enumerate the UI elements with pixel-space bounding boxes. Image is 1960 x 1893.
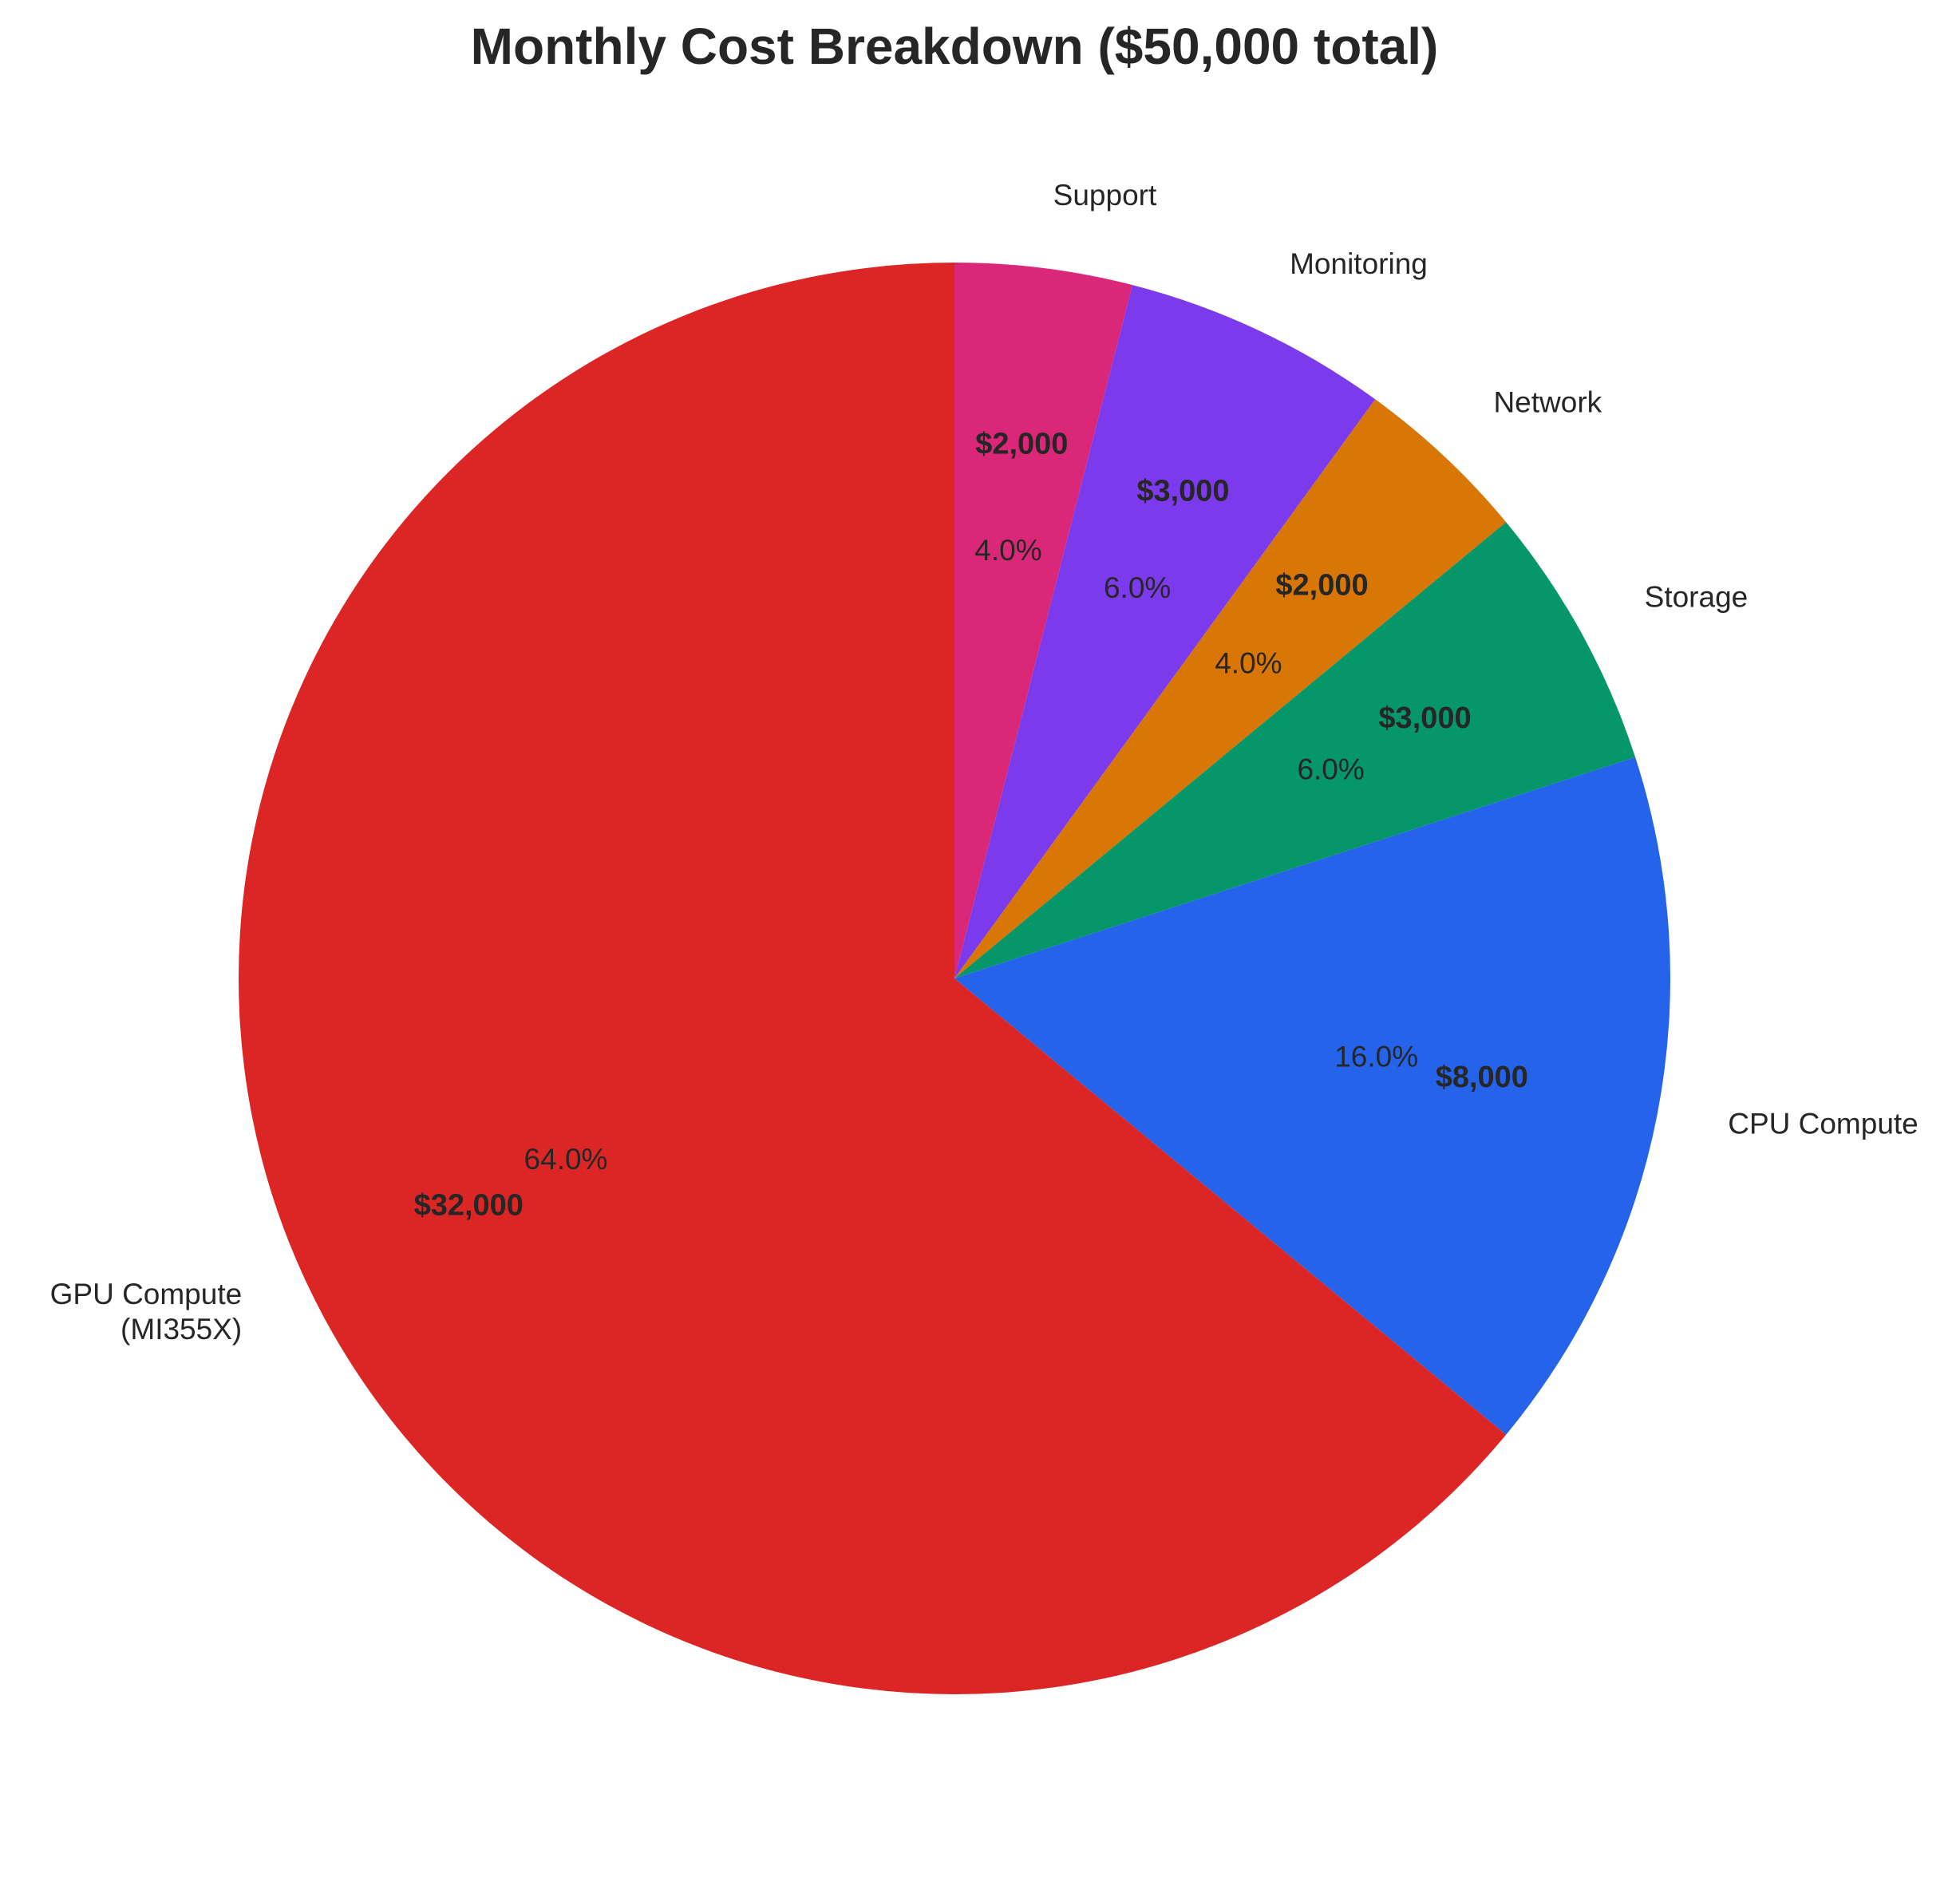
slice-amount-cpu-compute: $8,000 <box>1436 1061 1528 1094</box>
slice-amount-support: $2,000 <box>975 428 1068 461</box>
slice-label-line: GPU Compute <box>50 1278 243 1310</box>
chart-title: Monthly Cost Breakdown ($50,000 total) <box>471 18 1439 75</box>
slice-monitoring <box>954 285 1376 978</box>
slice-amount-monitoring: $3,000 <box>1136 474 1229 508</box>
slice-label-monitoring: Monitoring <box>1290 247 1428 280</box>
slice-label-storage: Storage <box>1645 580 1749 613</box>
slice-label-cpu-compute: CPU Compute <box>1728 1108 1919 1140</box>
slice-label-gpu-compute-mi355x: GPU Compute (MI355X) <box>50 1278 243 1346</box>
slice-label-line: Storage <box>1645 580 1749 613</box>
pie-slices <box>239 263 1671 1694</box>
slice-label-line: Support <box>1053 179 1157 211</box>
slice-percent-support: 4.0% <box>974 534 1041 567</box>
pie-labels: Support 4.0% $2,000 Monitoring 6.0% $3,000 Net… <box>50 179 1919 1346</box>
slice-amount-gpu-compute-mi355x: $32,000 <box>414 1188 524 1222</box>
slice-percent-monitoring: 6.0% <box>1104 571 1171 604</box>
slice-gpu-compute-mi355x <box>239 263 1507 1694</box>
slice-percent-storage: 6.0% <box>1297 753 1364 786</box>
slice-label-line: Network <box>1493 386 1602 419</box>
slice-label-network: Network <box>1493 386 1602 419</box>
slice-percent-cpu-compute: 16.0% <box>1334 1041 1418 1073</box>
slice-cpu-compute <box>954 757 1671 1435</box>
slice-network <box>954 399 1507 978</box>
slice-support <box>954 263 1133 978</box>
slice-percent-gpu-compute-mi355x: 64.0% <box>524 1143 608 1176</box>
slice-storage <box>954 522 1636 978</box>
slice-label-line: CPU Compute <box>1728 1108 1919 1140</box>
slice-amount-storage: $3,000 <box>1378 701 1471 735</box>
slice-label-line: (MI355X) <box>121 1313 242 1346</box>
slice-amount-network: $2,000 <box>1275 569 1368 603</box>
slice-label-support: Support <box>1053 179 1157 211</box>
slice-label-line: Monitoring <box>1290 247 1428 280</box>
slice-percent-network: 4.0% <box>1215 646 1282 679</box>
